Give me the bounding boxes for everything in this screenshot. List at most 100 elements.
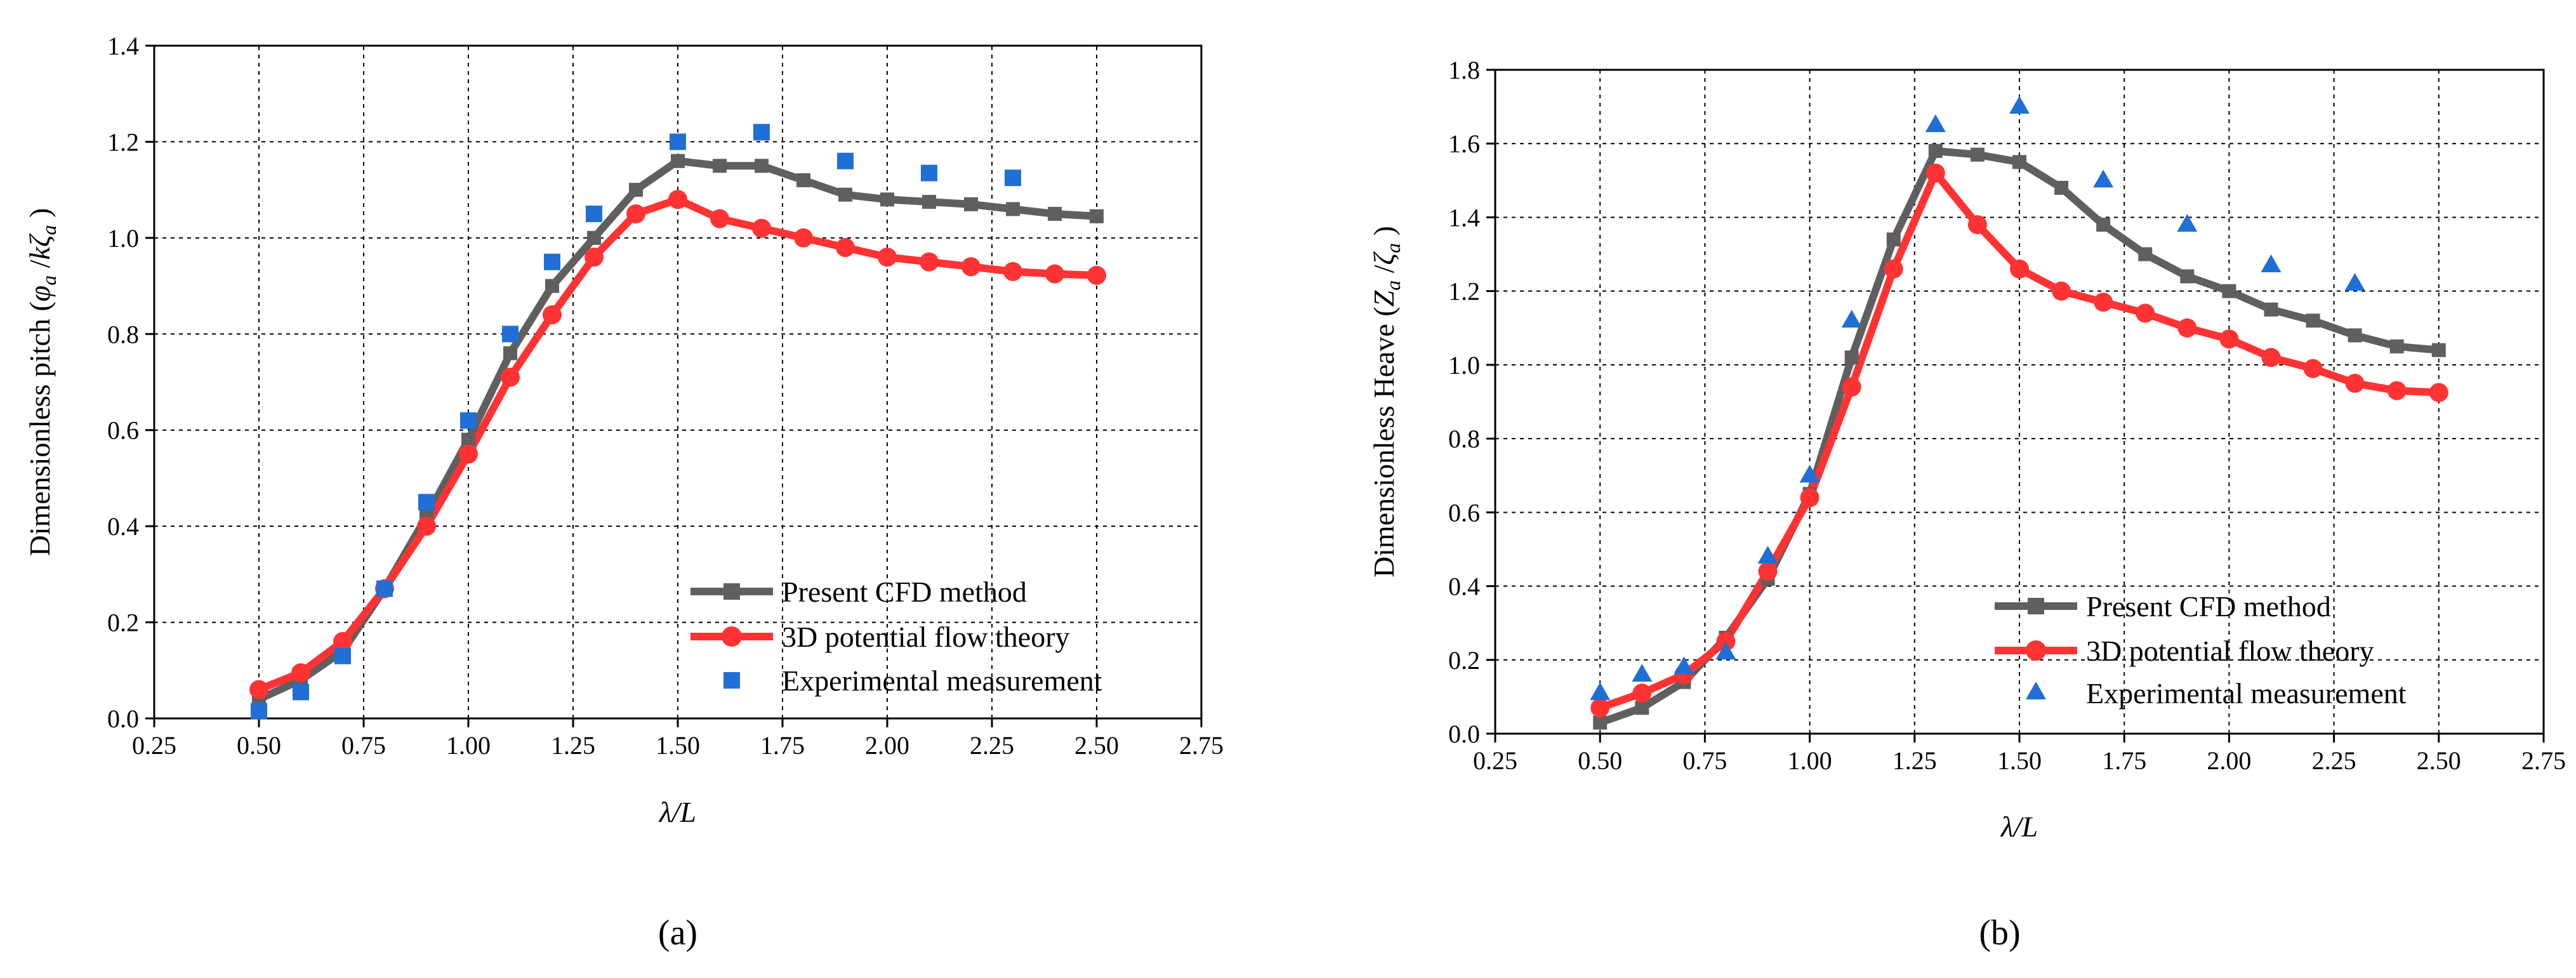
chart-a-ytick-label: 0.4	[107, 512, 139, 541]
chart-b-ytick-label: 1.0	[1448, 351, 1480, 380]
chart-a-cfd-point	[1048, 207, 1062, 221]
chart-b-potential-point	[1716, 631, 1736, 651]
chart-b-ytick-label: 0.6	[1448, 498, 1480, 527]
chart-a-potential-point	[333, 631, 352, 651]
chart-b-potential-point	[2387, 381, 2407, 400]
chart-a-xlabel: λ/L	[658, 796, 696, 828]
chart-a-potential-point	[836, 238, 855, 257]
chart-b-experiment-point	[2344, 273, 2365, 291]
chart-a-cfd-point	[796, 173, 810, 187]
chart-a-cfd-point	[503, 346, 517, 360]
panel-b-label: (b)	[1979, 913, 2020, 953]
chart-b-cfd-point	[1970, 147, 1985, 162]
chart-b-experiment-point	[1674, 656, 1694, 675]
chart-a-experiment-point	[418, 494, 435, 511]
chart-b-experiment-point	[2009, 96, 2030, 114]
chart-b-cfd-point	[2012, 155, 2026, 169]
chart-b-ytick-label: 1.6	[1448, 129, 1480, 158]
chart-a-potential-point	[543, 305, 562, 324]
chart-b-legend-cfd-label: Present CFD method	[2086, 590, 2331, 623]
chart-b-cfd-point	[2264, 302, 2278, 317]
chart-b-potential-point	[2010, 259, 2029, 279]
chart-a-ylabel: Dimensionless pitch (φa /kζa )	[23, 208, 60, 557]
chart-b-xtick-label: 0.25	[1473, 746, 1517, 775]
chart-b-cfd-point	[2096, 218, 2111, 232]
chart-a-experiment-point	[376, 580, 393, 597]
chart-a-legend-exp-label: Experimental measurement	[782, 664, 1102, 697]
chart-b-experiment-point	[1590, 682, 1611, 701]
chart-b-experiment-point	[1799, 465, 1820, 483]
chart-b-potential-point	[1925, 163, 1945, 183]
chart-b-xtick-label: 1.75	[2102, 746, 2146, 775]
chart-b-xtick-label: 0.50	[1578, 746, 1622, 775]
chart-a-legend-potential-marker	[722, 626, 742, 647]
chart-a-experiment-point	[586, 206, 602, 222]
chart-b-potential-point	[1632, 684, 1652, 703]
chart-b-experiment-point	[1757, 546, 1778, 564]
chart-a-potential-point	[752, 218, 771, 238]
chart-a-ytick-label: 1.4	[107, 32, 139, 60]
chart-b-potential-point	[2136, 303, 2155, 323]
chart-a-cfd-point	[1090, 209, 1104, 223]
chart-a-pitch: 0.25 0.50 0.75 1.00 1.25 1.50 1.75 2.00 2.25 2.50…	[23, 32, 1224, 953]
chart-b-xtick-label: 1.25	[1892, 746, 1937, 775]
chart-b-ylabel: Dimensionless Heave (Za /ζa )	[1368, 226, 1404, 578]
chart-b-xtick-label: 1.50	[1997, 746, 2042, 775]
chart-a-potential-point	[291, 663, 310, 683]
chart-b-cfd-point	[2348, 328, 2362, 343]
chart-b-cfd-point	[1635, 701, 1649, 715]
chart-a-experiment-point	[544, 253, 560, 270]
chart-b-potential-point	[2052, 281, 2071, 301]
chart-b-xtick-label: 0.75	[1682, 746, 1727, 775]
chart-b-potential-point	[1842, 377, 1861, 397]
chart-b-cfd-point	[2138, 247, 2153, 261]
chart-a-xtick-label: 0.75	[341, 731, 386, 760]
chart-b-ytick-label: 1.8	[1448, 56, 1480, 84]
chart-b-experiment-point	[1632, 664, 1653, 682]
chart-a-experiment-point	[334, 647, 351, 664]
chart-a-xtick-label: 2.25	[970, 731, 1014, 760]
chart-b-potential-point	[2094, 293, 2113, 312]
chart-a-potential-point	[501, 367, 520, 387]
chart-b-xlabel: λ/L	[2000, 810, 2038, 843]
chart-b-potential-point	[2261, 348, 2281, 367]
chart-a-experiment-point	[670, 133, 686, 150]
chart-a-marks	[249, 124, 1106, 720]
chart-b-legend-potential-marker	[2026, 640, 2046, 661]
chart-a-experiment-point	[921, 164, 937, 182]
chart-a-cfd-point	[545, 279, 559, 293]
chart-b-legend-exp-label: Experimental measurement	[2086, 677, 2407, 710]
chart-a-ytick-label: 0.8	[107, 320, 139, 348]
chart-b-legend: Present CFD method 3D potential flow the…	[1995, 590, 2407, 710]
chart-a-experiment-point	[460, 412, 477, 429]
chart-b-cfd-point	[1593, 715, 1608, 730]
chart-a-ytick-label: 1.0	[107, 224, 139, 253]
chart-a-cfd-point	[922, 195, 936, 209]
chart-b-potential-point	[1884, 259, 1903, 279]
chart-a-cfd-point	[713, 159, 727, 173]
chart-a-legend-exp-marker	[723, 672, 740, 689]
chart-b-cfd-point	[1928, 143, 1943, 158]
chart-a-cfd-point	[671, 154, 685, 168]
chart-b-experiment-point	[1925, 114, 1946, 133]
chart-a-xtick-label: 1.75	[760, 731, 805, 760]
chart-b-xtick-label: 2.50	[2417, 746, 2461, 775]
chart-a-xtick-label: 1.00	[446, 731, 491, 760]
chart-b-cfd-point	[1886, 232, 1901, 247]
chart-b-heave: 0.25 0.50 0.75 1.00 1.25 1.50 1.75 2.00 2.25 2.50…	[1368, 56, 2566, 953]
chart-a-potential-point	[920, 252, 939, 272]
chart-b-cfd-point	[2431, 343, 2446, 357]
chart-a-experiment-point	[753, 124, 770, 141]
chart-a-cfd-point	[964, 197, 978, 211]
chart-b-potential-point	[1967, 215, 1987, 235]
chart-b-potential-point	[2303, 359, 2323, 378]
chart-a-cfd-point	[629, 183, 643, 197]
chart-a-xtick-label: 2.00	[865, 731, 909, 760]
chart-a-legend-cfd-marker	[723, 583, 740, 600]
chart-b-ytick-label: 0.4	[1448, 572, 1480, 601]
chart-b-xtick-label: 2.25	[2312, 746, 2356, 775]
chart-a-potential-point	[626, 204, 645, 223]
chart-a-potential-point	[417, 517, 436, 536]
chart-b-legend-exp-marker	[2026, 682, 2046, 699]
chart-a-ytick-label: 1.2	[107, 128, 139, 156]
